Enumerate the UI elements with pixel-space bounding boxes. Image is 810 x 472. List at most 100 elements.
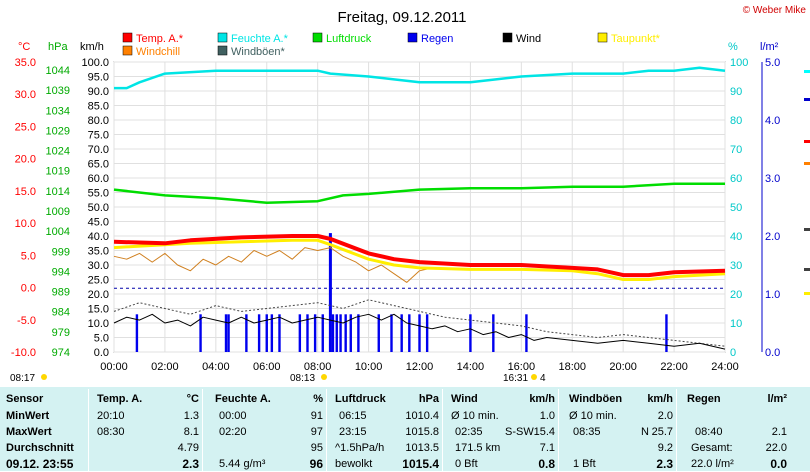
rain-tick-label: 4.0 — [765, 115, 780, 127]
stats-sensor-head: Sensor — [6, 393, 44, 405]
kmh-tick-label: 95.0 — [88, 72, 109, 84]
rain-bar — [199, 314, 202, 352]
stats-wind-max-dir: S-SW — [505, 426, 534, 438]
hpa-tick-label: 1024 — [46, 146, 70, 158]
stats-rain-total: 22.0 — [765, 442, 787, 454]
sunrise-icon — [41, 374, 47, 380]
sun-markers: 08:17 08:13 16:31 4 — [10, 373, 546, 384]
stats-gust-current: 2.3 — [656, 457, 673, 471]
kmh-tick-label: 70.0 — [88, 144, 109, 156]
rain-bar — [227, 314, 230, 352]
stats-temp-avg: 4.79 — [177, 442, 199, 454]
stats-temp-min: 1.3 — [183, 410, 199, 422]
legend-swatch — [122, 45, 133, 56]
stats-press-head: Luftdruck — [335, 393, 386, 405]
pct-tick-label: 90 — [730, 86, 742, 98]
stats-wind-bft: 0 Bft — [455, 458, 478, 470]
credit-label: © Weber Mike — [743, 5, 807, 16]
stats-min-label: MinWert — [6, 410, 50, 422]
series-windchill-line — [113, 247, 433, 283]
rain-bar — [278, 314, 281, 352]
temp-tick-label: 20.0 — [15, 154, 36, 166]
stats-hum-abs: 5.44 g/m³ — [219, 458, 266, 470]
stats-col-humidity: Feuchte A.% 00:00 91 02:20 97 95 5.44 g/m³… — [202, 389, 327, 471]
kmh-tick-label: 15.0 — [88, 304, 109, 316]
stats-hum-max: 97 — [310, 426, 323, 438]
stats-gust-max: 25.7 — [651, 426, 673, 438]
axis-labels: 35.0 30.0 25.0 20.0 15.0 10.0 5.0 0.0 -5.0 -10.0 1… — [11, 57, 780, 373]
moon-icon — [531, 374, 537, 380]
legend-swatch — [122, 32, 133, 43]
legend-label: Temp. A.* — [136, 33, 184, 45]
stats-press-max-time: 23:15 — [339, 426, 367, 438]
stats-gust-min-label: Ø 10 min. — [569, 410, 617, 422]
unit-temp: °C — [18, 41, 30, 53]
stats-max-label: MaxWert — [6, 426, 52, 438]
pct-tick-label: 70 — [730, 144, 742, 156]
x-tick-label: 06:00 — [253, 361, 281, 373]
stats-press-max: 1015.8 — [405, 426, 439, 438]
temp-tick-label: 35.0 — [15, 57, 36, 69]
hpa-tick-label: 1009 — [46, 206, 70, 218]
stats-temp-current: 2.3 — [182, 457, 199, 471]
temp-tick-label: -10.0 — [11, 347, 36, 359]
series-windb-en-line — [113, 299, 726, 347]
stats-temp-min-time: 20:10 — [97, 410, 125, 422]
rain-tick-label: 5.0 — [765, 57, 780, 69]
stats-wind-max-time: 02:35 — [455, 426, 483, 438]
stats-hum-min: 91 — [310, 410, 323, 422]
pct-tick-label: 40 — [730, 231, 742, 243]
pct-tick-label: 60 — [730, 173, 742, 185]
hpa-tick-label: 1044 — [46, 65, 70, 77]
rain-bar — [349, 314, 352, 352]
rain-bar — [339, 314, 342, 352]
unit-rain: l/m² — [760, 41, 779, 53]
stats-press-avg: 1013.5 — [405, 442, 439, 454]
stats-hum-current: 96 — [309, 457, 323, 471]
legend-label: Wind — [516, 33, 541, 45]
sun-noon-icon — [321, 374, 327, 380]
pct-tick-label: 80 — [730, 115, 742, 127]
x-tick-label: 08:00 — [304, 361, 332, 373]
stats-press-current: 1015.4 — [402, 457, 439, 471]
stats-gust-bft: 1 Bft — [573, 458, 596, 470]
rain-bar — [425, 314, 429, 352]
rain-bar — [418, 314, 421, 352]
moon-phase: 4 — [540, 373, 546, 384]
stats-rain-unit: l/m² — [767, 393, 787, 405]
stats-wind-unit: km/h — [529, 393, 555, 405]
sunset-time: 16:31 — [503, 373, 528, 384]
kmh-tick-label: 40.0 — [88, 231, 109, 243]
hpa-tick-label: 994 — [52, 266, 70, 278]
pct-tick-label: 100 — [730, 57, 748, 69]
rain-bar — [665, 314, 668, 352]
temp-tick-label: 15.0 — [15, 186, 36, 198]
series-feuchte-a-line — [114, 66, 726, 90]
hpa-tick-label: 1029 — [46, 125, 70, 137]
kmh-tick-label: 65.0 — [88, 159, 109, 171]
kmh-tick-label: 5.0 — [94, 333, 109, 345]
stats-col-pressure: Luftdruck hPa 06:15 1010.4 23:15 1015.8 ^1.… — [326, 389, 443, 471]
stats-current-label: 09.12. 23:55 — [6, 457, 74, 471]
pct-tick-label: 20 — [730, 289, 742, 301]
stats-temp-unit: °C — [186, 393, 199, 405]
stats-wind-max: 15.4 — [533, 426, 555, 438]
rain-bar — [400, 314, 403, 352]
stats-wind-distance: 171.5 km — [455, 442, 501, 454]
rain-tick-label: 1.0 — [765, 289, 780, 301]
stats-press-min-time: 06:15 — [339, 410, 367, 422]
stats-press-unit: hPa — [418, 393, 439, 405]
x-tick-label: 22:00 — [660, 361, 688, 373]
rain-tick-label: 0.0 — [765, 347, 780, 359]
stats-col-gust: Windböen km/h Ø 10 min. 2.0 08:35 N 25.7 9.2… — [558, 389, 677, 471]
legend-swatch — [597, 32, 608, 43]
kmh-tick-label: 75.0 — [88, 130, 109, 142]
right-edge-marks — [804, 70, 810, 295]
pct-tick-label: 0 — [730, 347, 736, 359]
grid-lines — [113, 61, 726, 353]
stats-rain-max-time: 08:40 — [695, 426, 723, 438]
stats-press-trend: ^1.5hPa/h — [335, 442, 385, 454]
legend-label: Luftdruck — [326, 33, 372, 45]
x-tick-label: 18:00 — [558, 361, 586, 373]
rain-tick-label: 3.0 — [765, 173, 780, 185]
